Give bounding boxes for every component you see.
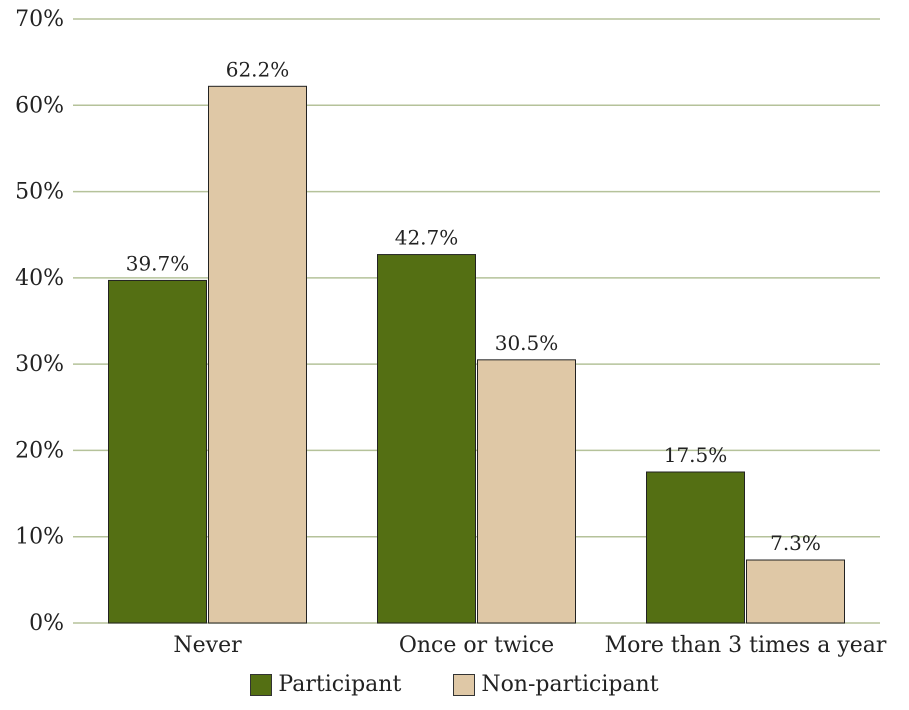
bar-chart: 0%10%20%30%40%50%60%70% 39.7%62.2%42.7%3… [15,7,887,658]
y-axis-tick-labels: 0% 10% 20% 30% 40% 50% 60% 70% [15,7,64,636]
bars [108,85,845,624]
legend-item-non-participant: Non-participant [453,672,659,697]
legend: Participant Non-participant [0,672,909,697]
bar-non-participant-2 [746,559,845,624]
legend-item-participant: Participant [250,672,401,697]
data-labels: 39.7% 62.2% 42.7% 30.5% 17.5% 7.3% [126,57,821,555]
data-label: 62.2% [226,57,290,81]
x-category-label: More than 3 times a year [605,633,887,658]
data-label: 17.5% [664,443,728,467]
legend-swatch-non-participant [453,673,476,696]
data-label: 39.7% [126,251,190,275]
x-axis-category-labels: Never Once or twice More than 3 times a ye… [173,633,887,658]
x-category-label: Never [173,633,242,658]
x-category-label: Once or twice [399,633,554,658]
y-tick-label: 10% [15,525,64,550]
y-tick-label: 60% [15,93,64,118]
bar-non-participant-0 [208,85,307,624]
bar-participant-0 [108,279,207,624]
data-label: 42.7% [395,226,459,250]
bar-participant-2 [646,471,745,624]
gridlines [73,18,880,624]
legend-label-participant: Participant [278,672,402,697]
y-tick-label: 40% [15,266,64,291]
data-label: 7.3% [770,531,821,555]
y-tick-label: 0% [29,611,64,636]
legend-swatch-participant [250,673,273,696]
data-label: 30.5% [495,331,559,355]
legend-label-non-participant: Non-participant [481,672,659,697]
y-tick-label: 70% [15,7,64,32]
y-tick-label: 50% [15,180,64,205]
y-tick-label: 20% [15,438,64,463]
bar-non-participant-1 [477,359,576,624]
y-tick-label: 30% [15,352,64,377]
bar-participant-1 [377,254,476,624]
